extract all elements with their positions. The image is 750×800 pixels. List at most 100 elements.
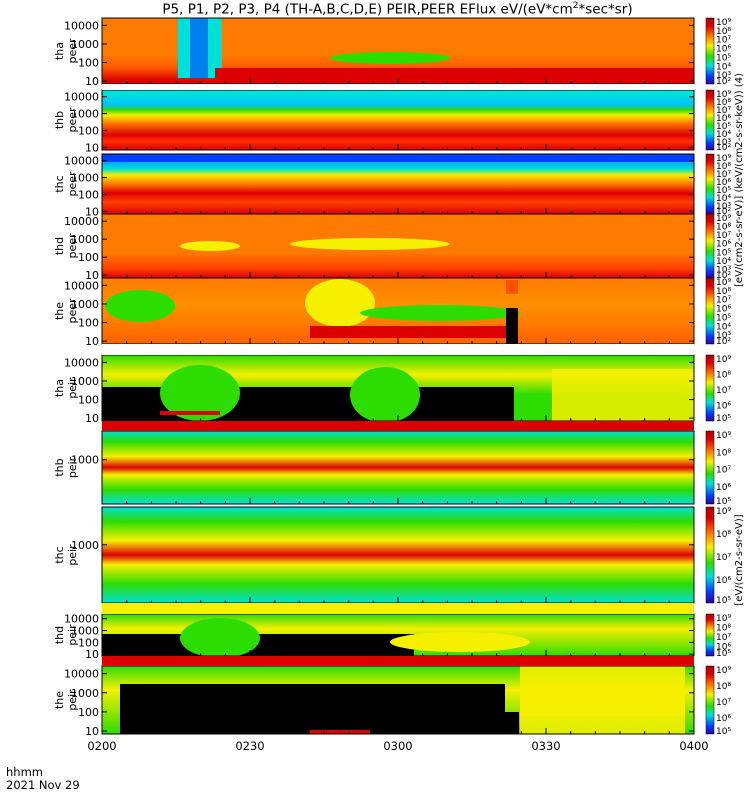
colorbar-tick-label: 10² (716, 337, 731, 347)
y-tick-label: 1000 (71, 454, 99, 467)
colorbar-tick-label: 10⁶ (716, 45, 731, 55)
y-tick-label: 10 (85, 335, 99, 348)
colorbar-tick-label: 10⁶ (716, 305, 731, 315)
panel-species-label: peer (66, 298, 79, 324)
colorbar-tick-label: 10⁵ (716, 186, 731, 196)
panel-thd-peir (101, 613, 695, 658)
colorbar-tick-label: 10⁹ (716, 90, 731, 100)
colorbar-tick-label: 10⁷ (716, 106, 731, 116)
colorbar-tick-label: 10⁵ (716, 248, 731, 258)
colorbar-tick-label: 10⁸ (716, 371, 731, 381)
colorbar-tick-label: 10⁷ (716, 386, 731, 396)
colorbar-thc-peer (705, 153, 715, 215)
colorbar-the-peir (705, 665, 715, 735)
panel-tha-peir (101, 354, 695, 423)
y-tick-label: 10 (85, 141, 99, 154)
panel-probe-label: thc (53, 175, 66, 192)
time-axis-label: hhmm (6, 765, 43, 779)
feature-band (310, 730, 370, 734)
feature-band (290, 238, 450, 250)
colorbar-tick-label: 10⁴ (716, 257, 731, 267)
panel-probe-label: the (53, 302, 66, 320)
colorbar-tick-label: 10⁶ (716, 714, 731, 724)
y-tick-label: 100 (78, 317, 99, 330)
feature-band (190, 18, 208, 78)
feature-band (160, 411, 220, 415)
panel-probe-label: tha (53, 379, 66, 397)
colorbar-tick-label: 10⁵ (716, 596, 731, 606)
colorbar-strip (705, 89, 715, 151)
panel-thb-peir (101, 430, 695, 505)
colorbar-tick-label: 10⁵ (716, 414, 731, 424)
colorbar-strip (705, 277, 715, 345)
feature-band (360, 305, 520, 321)
colorbar-tick-label: 10⁵ (716, 122, 731, 132)
y-tick-label: 100 (78, 251, 99, 264)
feature-band (180, 241, 240, 251)
spectrogram-thc-peer (102, 154, 694, 214)
colorbar-thd-peer (705, 213, 715, 279)
colorbar-strip (705, 506, 715, 604)
panel-thc-peir (101, 506, 695, 604)
y-tick-label: 10 (85, 75, 99, 88)
feature-band (215, 68, 694, 82)
panel-probe-label: thd (53, 626, 66, 644)
y-tick-label: 100 (78, 124, 99, 137)
feature-band (506, 280, 518, 294)
colorbar-thb-peer (705, 89, 715, 151)
colorbar-tick-label: 10⁶ (716, 402, 731, 412)
y-tick-label: 10 (85, 205, 99, 218)
colorbar-tick-label: 10⁷ (716, 36, 731, 46)
colorbar-tick-label: 10⁶ (716, 114, 731, 124)
status-strip (102, 421, 694, 431)
colorbar-tick-label: 10⁸ (716, 27, 731, 37)
colorbar-tick-label: 10⁹ (716, 18, 731, 28)
colorbar-thb-peir (705, 430, 715, 505)
panel-thc-peer (101, 153, 695, 215)
colorbar-thc-peir (705, 506, 715, 604)
colorbar-tick-label: 10³ (716, 331, 731, 341)
colorbar-tick-label: 10⁷ (716, 466, 731, 476)
panel-probe-label: thb (53, 458, 66, 476)
y-tick-label: 10000 (64, 356, 99, 369)
feature-band (552, 369, 694, 421)
colorbar-tick-label: 10⁵ (716, 727, 731, 737)
colorbar-tick-label: 10² (716, 271, 731, 281)
y-tick-label: 10000 (64, 19, 99, 32)
spectrogram-thb-peir (102, 431, 694, 504)
feature-band (310, 326, 510, 338)
y-tick-label: 10000 (64, 668, 99, 681)
y-tick-label: 1000 (71, 233, 99, 246)
colorbar-tick-label: 10⁸ (716, 448, 731, 458)
panel-species-label: peir (66, 689, 79, 711)
colorbar-tick-label: 10⁶ (716, 178, 731, 188)
colorbar-tick-label: 10⁸ (716, 162, 731, 172)
colorbar-tick-label: 10⁷ (716, 296, 731, 306)
spectrogram-thb-peer (102, 90, 694, 150)
colorbar-tick-label: 10⁵ (716, 53, 731, 63)
y-tick-label: 100 (78, 706, 99, 719)
colorbar-tick-label: 10⁹ (716, 278, 731, 288)
colorbar-tick-label: 10³ (716, 202, 731, 212)
x-tick-label: 0230 (235, 739, 264, 753)
colorbar-tick-label: 10³ (716, 138, 731, 148)
panel-tha-peer (101, 17, 695, 85)
y-tick-label: 10000 (64, 155, 99, 168)
y-tick-label: 1000 (71, 108, 99, 121)
colorbar-tick-label: 10⁸ (716, 624, 731, 634)
colorbar-tick-label: 10³ (716, 265, 731, 275)
y-tick-label: 1000 (71, 539, 99, 552)
colorbar-tick-label: 10⁴ (716, 130, 731, 140)
panel-species-label: peir (66, 544, 79, 566)
title-superscript: 2 (572, 1, 579, 11)
panel-probe-label: thd (53, 237, 66, 255)
status-strip (102, 603, 694, 614)
status-strip (102, 344, 694, 355)
colorbar-the-peer (705, 277, 715, 345)
colorbar-tha-peir (705, 354, 715, 422)
colorbar-tick-label: 10² (716, 207, 731, 217)
colorbar-strip (705, 153, 715, 215)
y-tick-label: 10000 (64, 215, 99, 228)
y-tick-label: 1000 (71, 38, 99, 51)
